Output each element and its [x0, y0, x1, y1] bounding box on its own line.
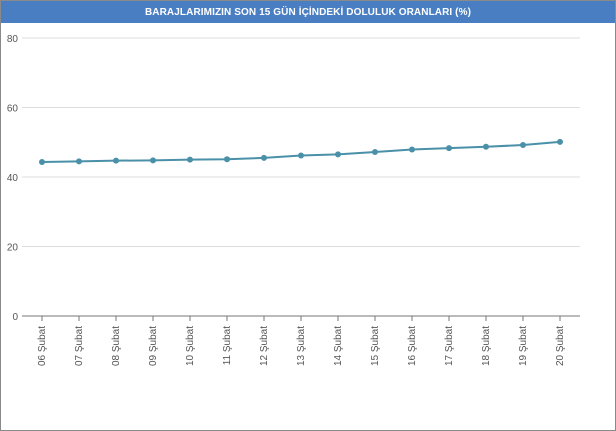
data-point: [372, 148, 378, 155]
data-point: [335, 151, 341, 158]
data-point: [113, 157, 119, 164]
data-point: [39, 159, 45, 166]
x-tick-label: 11 Şubat: [222, 326, 233, 366]
series-line: [41, 140, 561, 164]
data-point: [409, 146, 415, 153]
data-point: [261, 154, 267, 161]
grid-lines: [22, 37, 580, 317]
y-tick-label: 60: [7, 104, 19, 115]
chart-title-bar: BARAJLARIMIZIN SON 15 GÜN İÇİNDEKİ DOLUL…: [1, 1, 615, 23]
data-point: [298, 152, 304, 159]
y-axis-ticks: 80 60 40 20 0: [7, 34, 19, 323]
y-tick-label: 0: [12, 312, 18, 323]
x-tick-label: 08 Şubat: [111, 326, 122, 366]
data-point: [520, 142, 526, 149]
data-point: [150, 157, 156, 164]
x-tick-label: 16 Şubat: [407, 326, 418, 366]
x-tick-label: 20 Şubat: [555, 326, 566, 366]
x-tick-label: 12 Şubat: [259, 326, 270, 366]
x-tick-label: 19 Şubat: [518, 326, 529, 366]
data-point: [483, 143, 489, 150]
series-layer: [39, 138, 563, 166]
data-point: [76, 158, 82, 165]
data-point: [187, 156, 193, 163]
x-tick-label: 15 Şubat: [370, 326, 381, 366]
data-point: [557, 138, 563, 145]
y-tick-label: 80: [7, 34, 19, 45]
x-tick-label: 10 Şubat: [185, 326, 196, 366]
data-point: [446, 145, 452, 152]
chart-title: BARAJLARIMIZIN SON 15 GÜN İÇİNDEKİ DOLUL…: [144, 6, 472, 18]
y-tick-label: 20: [7, 243, 19, 254]
x-tick-label: 13 Şubat: [296, 326, 307, 366]
data-point: [224, 156, 230, 163]
x-tick-label: 09 Şubat: [148, 326, 159, 366]
x-tick-label: 14 Şubat: [333, 326, 344, 366]
y-tick-label: 40: [7, 173, 19, 184]
x-tick-label: 07 Şubat: [74, 326, 85, 366]
x-tick-label: 18 Şubat: [481, 326, 492, 366]
x-tick-label: 17 Şubat: [444, 326, 455, 366]
x-tick-label: 06 Şubat: [37, 326, 48, 366]
x-axis-ticks: 06 Şubat 07 Şubat 08 Şubat 09 Şubat 10 Şubat…: [37, 316, 566, 366]
